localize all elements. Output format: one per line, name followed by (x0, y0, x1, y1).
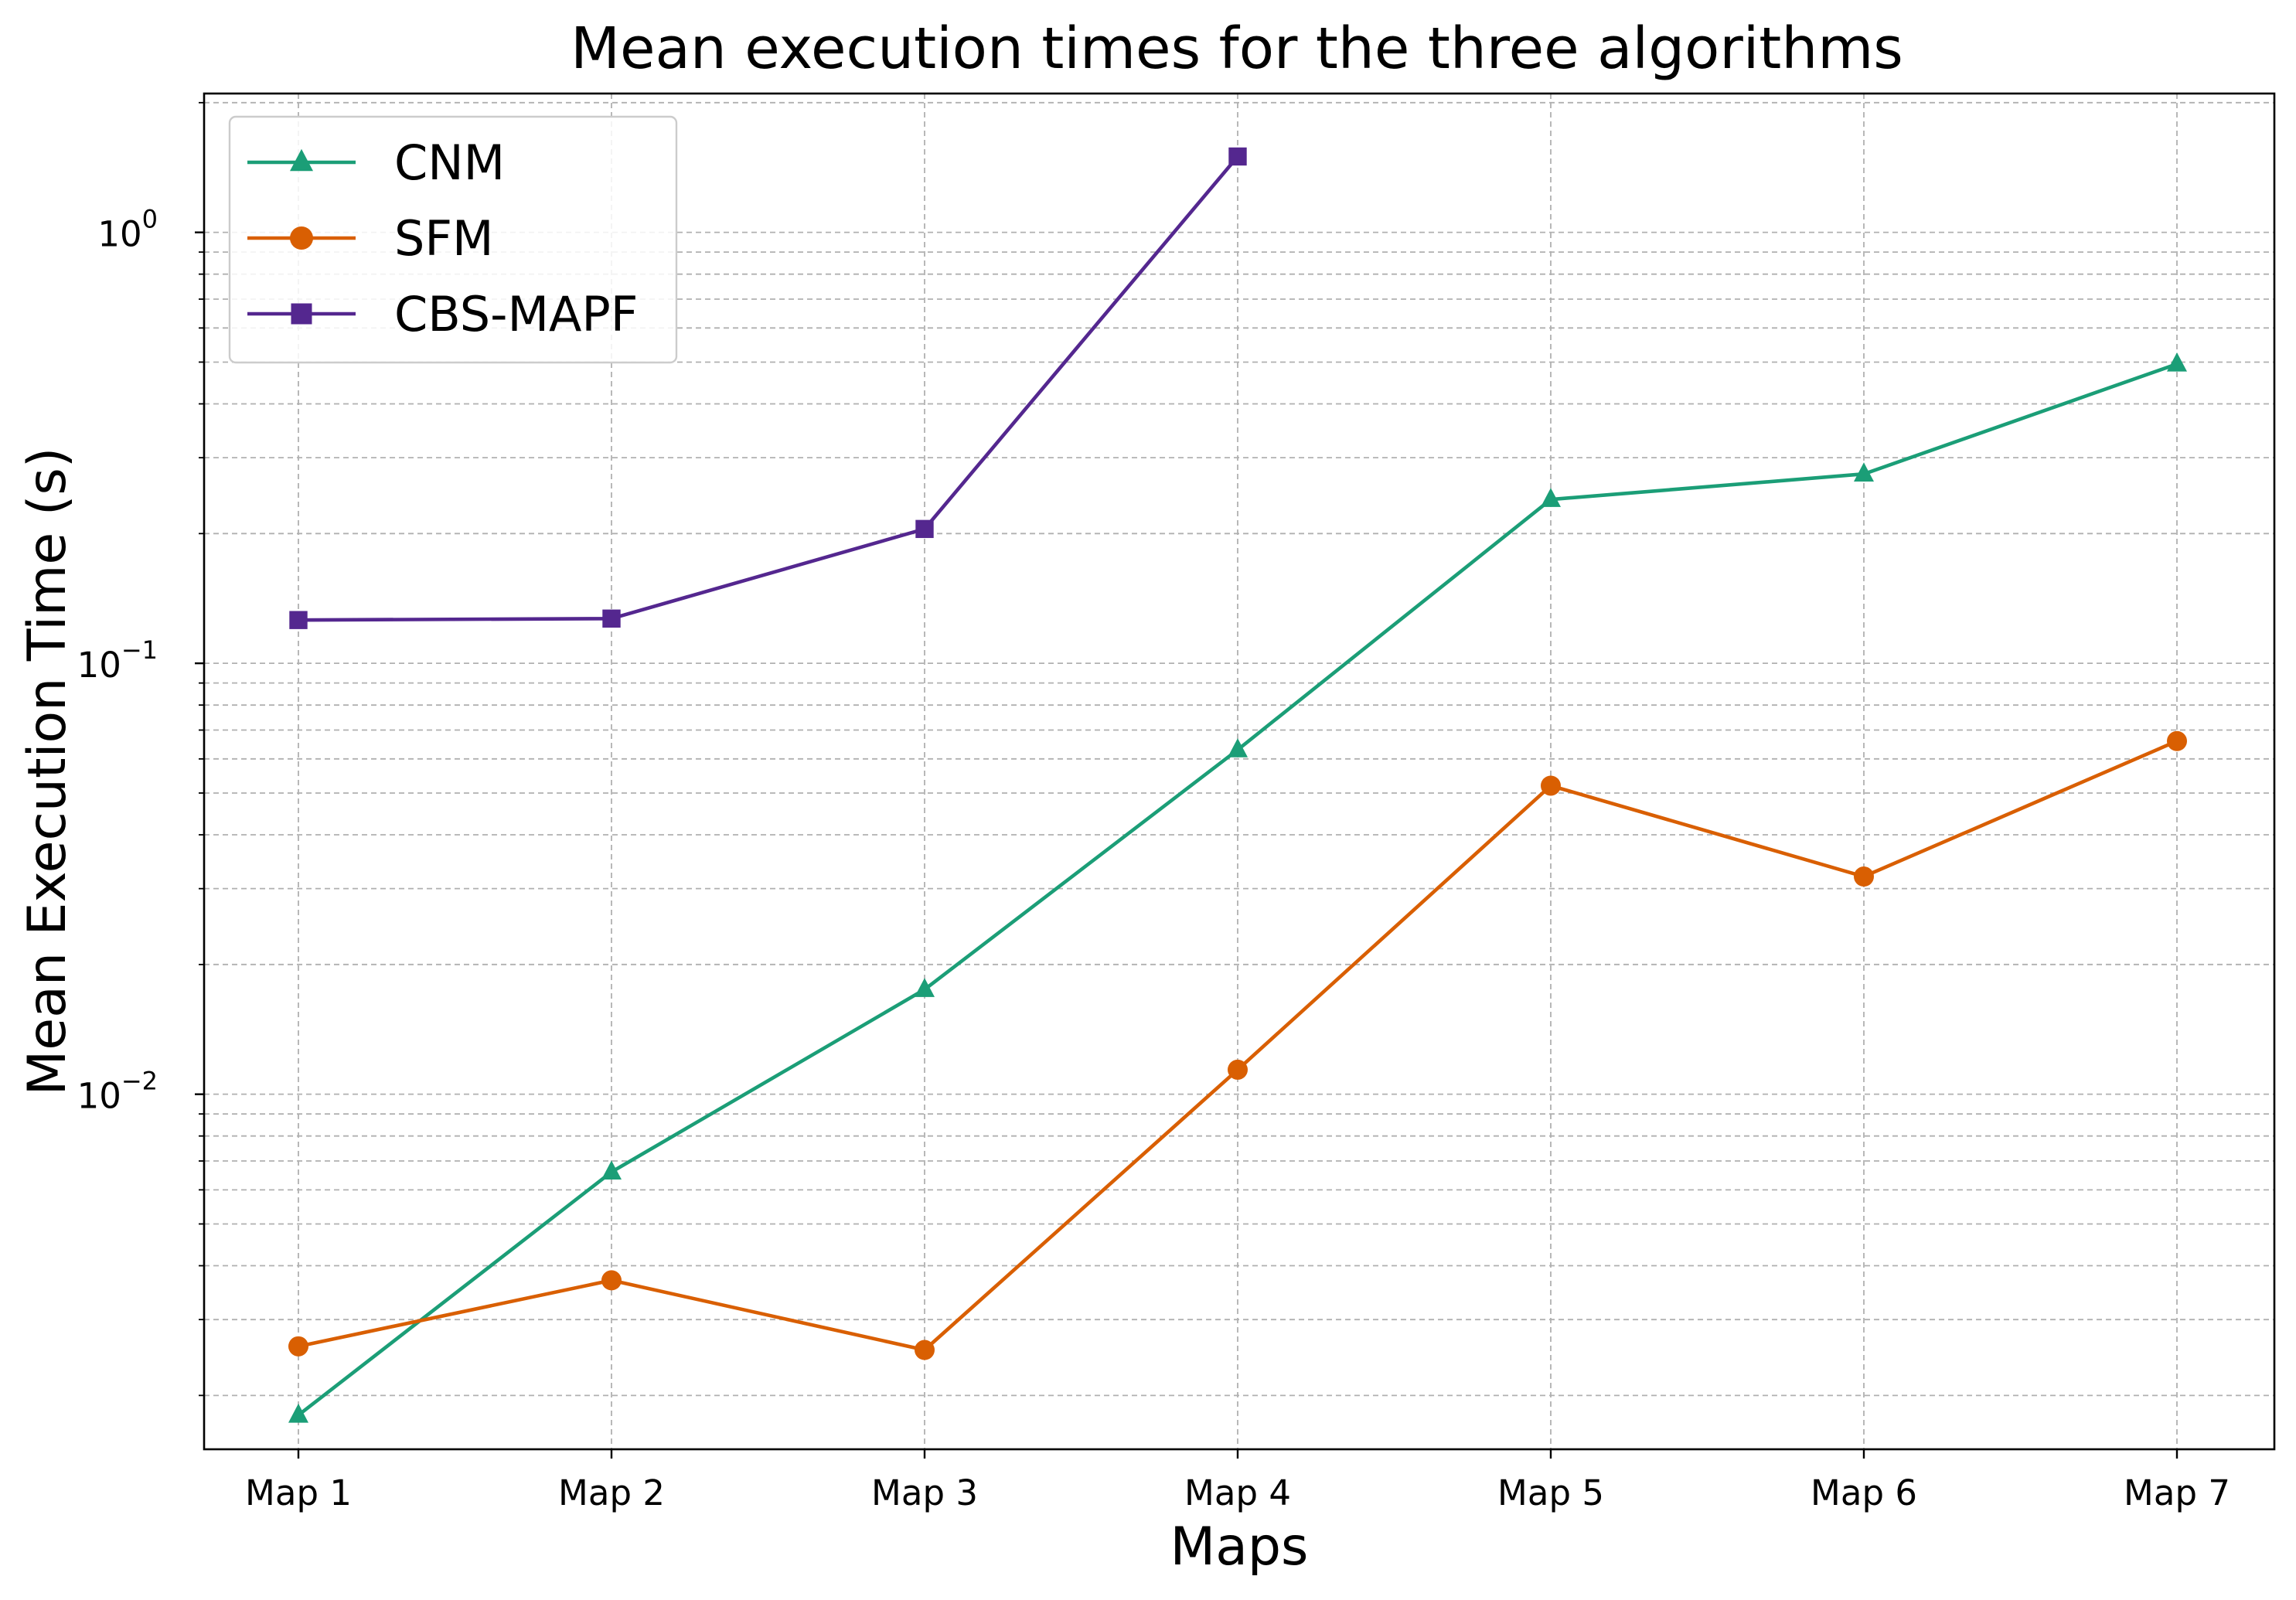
grid-lines (204, 94, 2274, 1449)
x-axis-ticks: Map 1 Map 2 Map 3 Map 4 Map 5 Map 6 Map 7 (245, 1449, 2230, 1513)
data-point (1228, 738, 1248, 757)
x-axis-title: Maps (1170, 1517, 1309, 1578)
data-point (289, 611, 308, 629)
data-point (915, 519, 934, 539)
data-point (1228, 1059, 1248, 1080)
plot-frame (203, 92, 2276, 1451)
data-point (288, 1403, 308, 1423)
legend-label: SFM (394, 210, 494, 267)
data-point (288, 1336, 308, 1357)
data-point (2167, 730, 2187, 751)
legend-item: SFM (247, 210, 494, 267)
legend-marker (290, 226, 313, 250)
data-point (602, 609, 621, 628)
legend-label: CNM (394, 134, 505, 191)
legend-box (228, 115, 678, 364)
series-cnm (288, 352, 2187, 1423)
x-tick-label: Map 6 (1811, 1472, 1917, 1513)
legend: CNM SFM CBS-MAPF (228, 115, 678, 364)
series-line (298, 155, 1239, 622)
chart-title: Mean execution times for the three algor… (571, 15, 1903, 82)
y-tick-exponent: 0 (142, 205, 158, 234)
data-point (1228, 147, 1247, 166)
x-tick-label: Map 4 (1184, 1472, 1291, 1513)
x-tick-label: Map 3 (871, 1472, 978, 1513)
series-line (298, 739, 2178, 1352)
y-tick-base: 10 (77, 645, 121, 686)
legend-marker (291, 303, 312, 325)
y-tick-exponent: −2 (121, 1067, 158, 1096)
x-tick-label: Map 7 (2124, 1472, 2230, 1513)
legend-item: CNM (247, 134, 505, 191)
data-point (2167, 352, 2187, 372)
data-point (1541, 775, 1561, 796)
y-tick-label: 10−2 (77, 1067, 158, 1117)
series-layer (288, 147, 2187, 1423)
legend-item: CBS-MAPF (247, 286, 638, 342)
y-tick-base: 10 (97, 214, 141, 255)
x-tick-label: Map 2 (558, 1472, 665, 1513)
data-point (915, 1340, 935, 1360)
y-tick-base: 10 (77, 1076, 121, 1117)
y-tick-exponent: −1 (121, 635, 158, 665)
data-point (601, 1270, 622, 1291)
y-tick-label: 10−1 (77, 635, 158, 686)
y-tick-label: 100 (97, 205, 158, 255)
x-tick-label: Map 1 (245, 1472, 352, 1513)
data-point (1541, 488, 1561, 507)
x-tick-label: Map 5 (1497, 1472, 1604, 1513)
data-point (601, 1160, 622, 1180)
y-axis-title: Mean Execution Time (s) (17, 448, 78, 1096)
data-point (915, 978, 935, 997)
legend-label: CBS-MAPF (394, 286, 638, 342)
legend-marker (290, 148, 313, 172)
series-cbs-mapf (289, 147, 1247, 629)
data-point (1854, 462, 1874, 482)
series-sfm (288, 730, 2187, 1360)
data-point (1854, 866, 1874, 887)
